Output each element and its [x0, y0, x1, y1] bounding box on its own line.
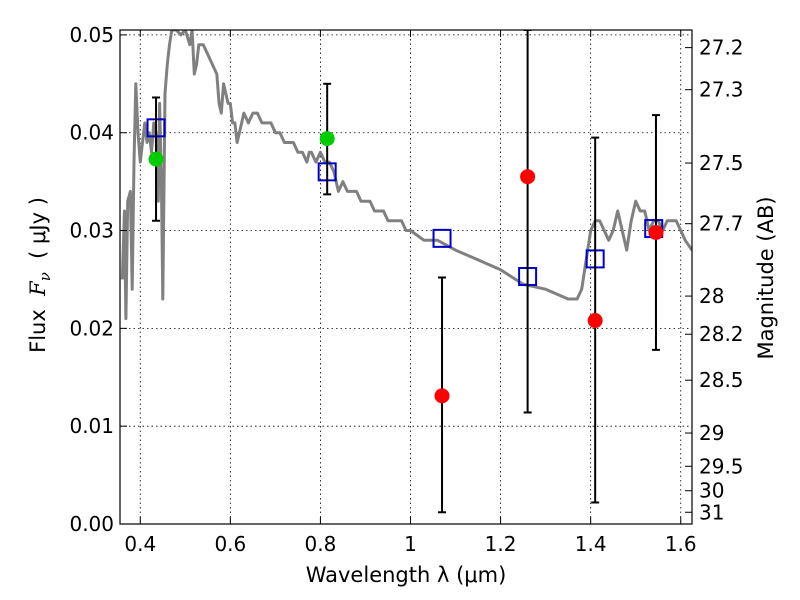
red-data-point — [648, 224, 664, 240]
y-tick-label: 0.02 — [69, 316, 114, 340]
x-tick-label: 1.4 — [575, 532, 607, 556]
x-tick-label: 1.2 — [485, 532, 517, 556]
red-data-point — [587, 313, 603, 329]
x-axis-label: Wavelength λ (μm) — [306, 563, 507, 587]
y2-tick-label: 28 — [699, 284, 724, 308]
green-data-point — [148, 151, 164, 167]
y-axis-label-suffix: ( μJy ) — [26, 197, 50, 272]
x-tick-label: 0.8 — [305, 532, 337, 556]
x-tick-label: 1 — [404, 532, 417, 556]
y-axis-label-symbol: F — [26, 280, 50, 297]
model-square-marker — [432, 228, 452, 248]
y-axis-label-subscript: ν — [36, 272, 54, 281]
y-axis-label: Flux Fν ( μJy ) — [26, 197, 54, 353]
x-tick-label: 0.4 — [124, 532, 156, 556]
x-tick-label: 0.6 — [214, 532, 246, 556]
y2-tick-label: 29.5 — [699, 454, 744, 478]
x-tick-label: 1.6 — [665, 532, 697, 556]
plot-area — [120, 30, 692, 514]
y2-tick-label: 27.2 — [699, 36, 744, 60]
y2-tick-label: 29 — [699, 421, 724, 445]
y-tick-label: 0.00 — [69, 512, 114, 536]
y-tick-label: 0.04 — [69, 121, 114, 145]
y2-tick-label: 27.5 — [699, 151, 744, 175]
sed-model-line — [120, 30, 692, 321]
y-tick-label: 0.05 — [69, 23, 114, 47]
green-data-point — [319, 131, 335, 147]
y2-axis-label: Magnitude (AB) — [754, 196, 778, 359]
y2-tick-label: 27.7 — [699, 212, 744, 236]
y2-tick-label: 31 — [699, 500, 724, 524]
y2-tick-label: 27.3 — [699, 78, 744, 102]
y-tick-label: 0.01 — [69, 414, 114, 438]
y2-tick-label: 30 — [699, 479, 724, 503]
red-data-point — [434, 388, 450, 404]
y-axis-label-prefix: Flux — [26, 296, 50, 353]
red-data-point — [520, 169, 536, 185]
plot-frame — [119, 29, 693, 525]
y2-tick-label: 28.5 — [699, 368, 744, 392]
y-tick-label: 0.03 — [69, 219, 114, 243]
y2-tick-label: 28.2 — [699, 322, 744, 346]
axis-ticks: 0.4 0.6 0.8 1 1.2 1.4 1.6 0.00 0.01 0.02 0.03 0.04 0… — [69, 23, 743, 556]
